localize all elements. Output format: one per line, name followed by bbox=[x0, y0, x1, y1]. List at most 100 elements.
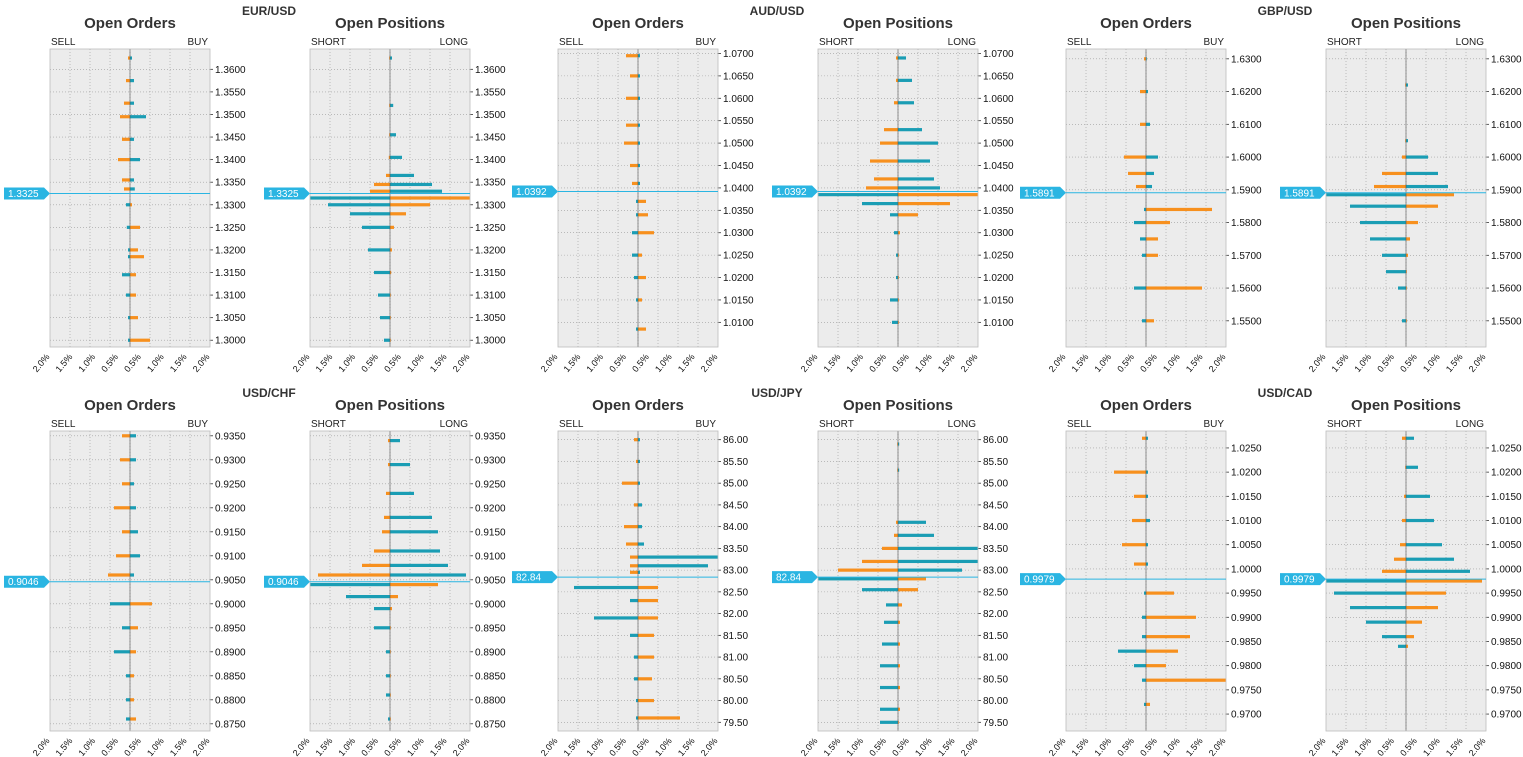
y-tick-label: 0.8900 bbox=[215, 647, 246, 658]
bar-sell bbox=[624, 141, 638, 145]
bar-long bbox=[1406, 139, 1408, 143]
y-tick-label: 1.3500 bbox=[215, 110, 246, 121]
x-tick-label: 2.0% bbox=[959, 736, 980, 757]
pair-group-gbp-usd: GBP/USD Open Orders SELL BUY 1.5500 1.5600 1.5… bbox=[1020, 4, 1522, 374]
orders-chart: Open Orders SELL BUY 0.8750 0.8800 0.8850 0.89… bbox=[4, 397, 246, 757]
bar-buy bbox=[638, 698, 654, 703]
x-tick-label: 2.0% bbox=[31, 736, 52, 757]
bar-sell bbox=[1132, 518, 1146, 523]
x-tick-label: 2.0% bbox=[1467, 352, 1488, 374]
bar-long bbox=[390, 270, 392, 275]
y-tick-label: 1.5600 bbox=[1491, 284, 1522, 295]
bar-short bbox=[1374, 184, 1406, 189]
chart-title: Open Orders bbox=[84, 397, 176, 414]
y-tick-label: 1.5600 bbox=[1231, 284, 1262, 295]
bar-buy bbox=[130, 626, 138, 630]
bar-long bbox=[1406, 518, 1434, 523]
y-tick-label: 1.3400 bbox=[475, 155, 506, 166]
x-tick-label: 2.0% bbox=[799, 352, 820, 374]
y-tick-label: 1.0000 bbox=[1491, 564, 1522, 575]
pair-group-usd-cad: USD/CAD Open Orders SELL BUY 0.9700 0.9750 0.9… bbox=[1020, 386, 1522, 757]
bar-short bbox=[886, 603, 898, 607]
bar-buy bbox=[130, 717, 136, 721]
bar-buy bbox=[1146, 57, 1147, 61]
x-tick-label: 0.5% bbox=[1398, 352, 1419, 374]
chart-title: Open Positions bbox=[1351, 15, 1461, 32]
bar-buy bbox=[638, 213, 648, 217]
bar-sell bbox=[636, 698, 638, 703]
bar-buy bbox=[1146, 286, 1202, 290]
x-tick-label: 1.0% bbox=[145, 352, 166, 374]
bar-short bbox=[1386, 270, 1406, 274]
bar-buy bbox=[638, 438, 640, 442]
bar-buy bbox=[1146, 494, 1148, 498]
y-tick-label: 83.50 bbox=[723, 544, 748, 555]
x-tick-label: 0.5% bbox=[867, 352, 888, 374]
plot-border bbox=[1325, 430, 1487, 732]
left-side-label: SHORT bbox=[819, 419, 854, 430]
y-tick-label: 80.50 bbox=[723, 674, 748, 685]
bar-short bbox=[896, 253, 898, 257]
x-tick-label: 0.5% bbox=[867, 736, 888, 757]
y-tick-label: 1.3600 bbox=[215, 65, 246, 76]
bar-short bbox=[1360, 220, 1406, 225]
current-price-tag: 0.9046 bbox=[4, 575, 50, 588]
y-tick-label: 1.0200 bbox=[983, 273, 1014, 284]
x-tick-label: 2.0% bbox=[31, 352, 52, 374]
bar-sell bbox=[574, 585, 638, 590]
bar-buy bbox=[638, 74, 640, 78]
bar-long bbox=[898, 159, 930, 163]
bar-short bbox=[1405, 83, 1406, 87]
y-tick-label: 81.00 bbox=[723, 653, 748, 664]
bar-buy bbox=[1146, 184, 1152, 189]
price-tag-label: 0.9046 bbox=[8, 577, 39, 588]
right-side-label: BUY bbox=[1203, 37, 1224, 48]
bar-buy bbox=[1146, 635, 1190, 639]
right-side-label: LONG bbox=[440, 419, 469, 430]
y-tick-label: 80.00 bbox=[983, 696, 1008, 707]
x-tick-label: 1.0% bbox=[1092, 352, 1113, 374]
y-tick-label: 0.9700 bbox=[1491, 710, 1522, 721]
bar-long bbox=[390, 56, 392, 60]
bar-long bbox=[390, 563, 448, 567]
x-tick-label: 1.5% bbox=[314, 736, 335, 757]
x-tick-label: 1.5% bbox=[314, 352, 335, 374]
bar-sell bbox=[1136, 184, 1146, 189]
bar-sell bbox=[126, 79, 130, 83]
y-tick-label: 1.3050 bbox=[215, 313, 246, 324]
bar-buy bbox=[1146, 562, 1148, 566]
bar-long bbox=[390, 595, 398, 599]
x-tick-label: 2.0% bbox=[451, 736, 472, 757]
x-tick-label: 2.0% bbox=[799, 736, 820, 757]
bar-long bbox=[898, 568, 962, 572]
bar-buy bbox=[638, 253, 642, 257]
x-tick-label: 0.5% bbox=[99, 736, 120, 757]
y-tick-label: 1.0500 bbox=[723, 139, 754, 150]
bar-long bbox=[898, 577, 926, 581]
right-side-label: BUY bbox=[695, 419, 716, 430]
y-tick-label: 1.3200 bbox=[215, 245, 246, 256]
y-tick-label: 1.0150 bbox=[1231, 492, 1262, 503]
bar-long bbox=[390, 693, 391, 697]
bar-buy bbox=[638, 598, 658, 603]
bar-short bbox=[378, 293, 390, 297]
bar-long bbox=[390, 155, 402, 159]
x-tick-label: 1.5% bbox=[1330, 352, 1351, 374]
plot-border bbox=[817, 430, 979, 732]
y-tick-label: 1.0650 bbox=[723, 71, 754, 82]
bar-sell bbox=[622, 481, 638, 485]
price-tag-shape bbox=[512, 571, 558, 584]
bar-buy bbox=[638, 716, 680, 720]
x-tick-label: 1.0% bbox=[913, 352, 934, 374]
bar-long bbox=[1406, 171, 1438, 176]
bar-short bbox=[388, 717, 390, 721]
bar-short bbox=[1334, 591, 1406, 595]
bar-sell bbox=[124, 187, 130, 191]
plot-border bbox=[1065, 430, 1227, 732]
y-tick-label: 1.5500 bbox=[1491, 316, 1522, 327]
y-tick-label: 1.0250 bbox=[723, 251, 754, 262]
y-tick-label: 0.8950 bbox=[475, 623, 506, 634]
x-tick-label: 1.0% bbox=[1352, 352, 1373, 374]
bar-sell bbox=[126, 674, 130, 678]
bar-sell bbox=[1134, 562, 1146, 566]
